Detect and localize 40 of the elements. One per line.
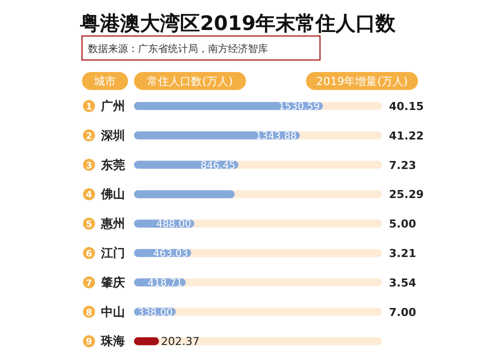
text: 41.22 bbox=[389, 129, 424, 142]
text: 7.00 bbox=[389, 306, 416, 319]
y-tick-label: 江门 bbox=[100, 246, 125, 260]
text: 5.00 bbox=[389, 218, 416, 231]
y-tick-label: 珠海 bbox=[100, 334, 125, 348]
data-label: 463.03 bbox=[153, 248, 188, 260]
text: 40.15 bbox=[389, 100, 424, 113]
data-label: 1530.59 bbox=[278, 102, 320, 112]
text: 7 bbox=[86, 278, 92, 289]
text: 8 bbox=[86, 308, 92, 318]
y-tick-label: 中山 bbox=[101, 304, 125, 319]
y-tick-label: 深圳 bbox=[100, 128, 125, 142]
y-tick-label: 东莞 bbox=[100, 158, 125, 172]
data-label: 846.45 bbox=[200, 160, 236, 172]
text: 5 bbox=[86, 220, 92, 230]
text: 6 bbox=[86, 250, 92, 260]
text: 2 bbox=[86, 132, 92, 142]
data-label: 488.00 bbox=[156, 219, 192, 230]
data-label: 1343.88 bbox=[255, 130, 297, 142]
text: 9 bbox=[86, 338, 92, 348]
text: 4 bbox=[86, 190, 92, 201]
y-tick-label: 广州 bbox=[100, 99, 125, 113]
text: 3 bbox=[86, 161, 92, 172]
text: 1 bbox=[86, 102, 92, 112]
text: 3.21 bbox=[389, 247, 416, 260]
text: 3.54 bbox=[389, 276, 416, 290]
source-note: 数据来源：广东省统计局，南方经济智库 bbox=[88, 43, 268, 55]
text: 25.29 bbox=[389, 188, 424, 202]
y-tick-label: 惠州 bbox=[100, 216, 125, 231]
text: 7.23 bbox=[389, 158, 416, 172]
y-tick-label: 肇庆 bbox=[100, 275, 125, 290]
bar bbox=[134, 337, 159, 346]
data-label: 418.71 bbox=[148, 278, 183, 289]
data-label: 202.37 bbox=[160, 335, 200, 348]
data-label: 338.00 bbox=[138, 307, 173, 318]
chart-title: 粤港澳大湾区2019年末常住人口数 bbox=[79, 11, 397, 35]
text: 2019年增量(万人) bbox=[316, 75, 408, 88]
y-tick-label: 佛山 bbox=[100, 187, 125, 202]
x-axis-title: 常住人口数(万人) bbox=[147, 75, 233, 88]
y-axis-title: 城市 bbox=[93, 75, 116, 88]
